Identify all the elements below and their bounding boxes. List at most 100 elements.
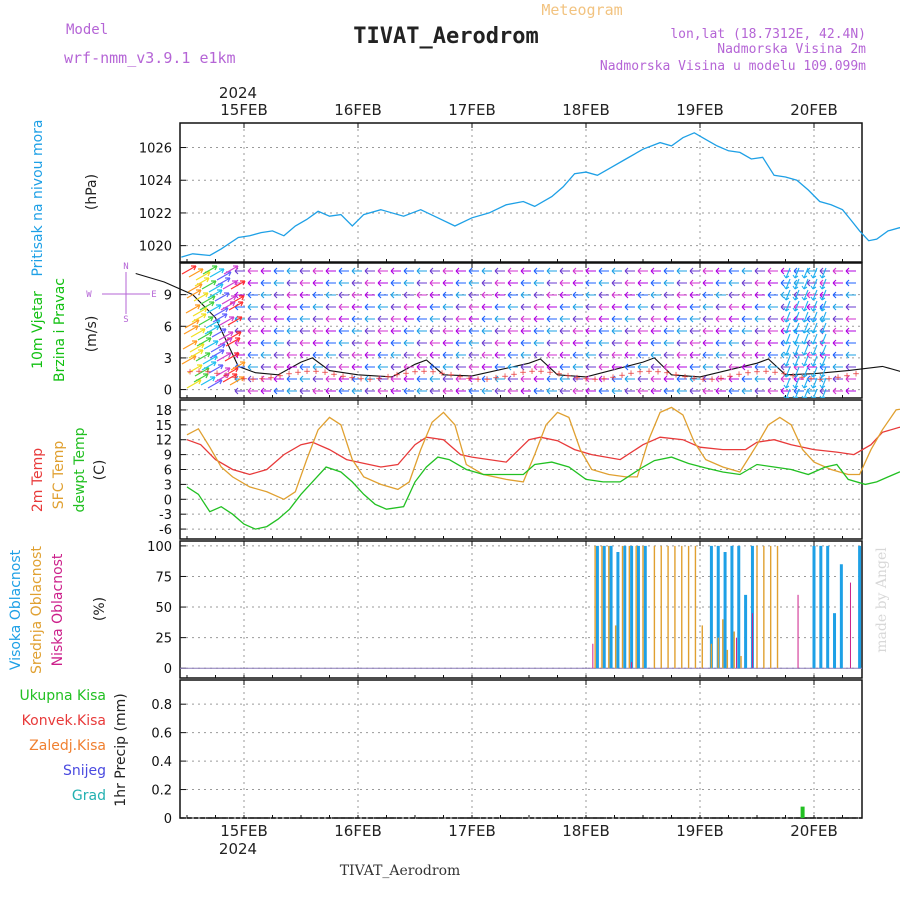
legend-grad: Grad bbox=[72, 788, 106, 804]
wind-arrow bbox=[494, 327, 505, 335]
wind-arrow bbox=[325, 279, 336, 287]
wind-arrow bbox=[338, 351, 349, 359]
wind-arrow bbox=[377, 315, 388, 323]
compass-south: S bbox=[123, 315, 128, 325]
wind-arrow bbox=[325, 387, 336, 395]
wind-arrow bbox=[559, 351, 570, 359]
wind-gust-marker: + bbox=[204, 368, 212, 378]
wind-arrow bbox=[702, 327, 713, 335]
temperature-ytick-label: 6 bbox=[164, 464, 172, 479]
wind-arrow bbox=[611, 351, 622, 359]
wind-gust-marker: + bbox=[582, 375, 590, 385]
model-value: wrf-nmm_v3.9.1 e1km bbox=[64, 49, 236, 67]
wind-arrow bbox=[792, 377, 800, 389]
wind-arrow bbox=[689, 339, 700, 347]
wind-arrow bbox=[226, 331, 242, 341]
wind-arrow bbox=[650, 291, 661, 299]
wind-arrow bbox=[689, 327, 700, 335]
wind-arrow bbox=[199, 301, 215, 311]
wind-arrow bbox=[767, 339, 778, 347]
wind-arrow bbox=[416, 303, 427, 311]
wind-gust-marker: + bbox=[762, 367, 770, 377]
wind-arrow bbox=[780, 315, 791, 323]
wind-arrow bbox=[403, 339, 414, 347]
wind-arrow bbox=[507, 387, 518, 395]
wind-arrow bbox=[754, 303, 765, 311]
compass-east: E bbox=[151, 290, 156, 300]
wind-arrow bbox=[663, 387, 674, 395]
wind-arrow bbox=[810, 278, 818, 290]
wind-title: 10m Vjetar bbox=[30, 291, 46, 369]
wind-arrow bbox=[801, 311, 809, 323]
wind-arrow bbox=[598, 279, 609, 287]
wind-arrow bbox=[442, 351, 453, 359]
wind-arrow bbox=[754, 267, 765, 275]
wind-arrow bbox=[845, 315, 856, 323]
wind-subtitle: Brzina i Pravac bbox=[52, 278, 68, 382]
wind-ytick-label: 6 bbox=[164, 320, 172, 335]
wind-arrow bbox=[611, 291, 622, 299]
top-day-label: 18FEB bbox=[562, 101, 609, 119]
wind-arrow bbox=[663, 267, 674, 275]
wind-arrow bbox=[741, 303, 752, 311]
wind-arrow bbox=[715, 291, 726, 299]
wind-arrow bbox=[533, 363, 544, 371]
station-title: TIVAT_Aerodrom bbox=[353, 24, 538, 49]
mid-cloud-title: Srednja Oblacnost bbox=[29, 546, 45, 674]
wind-arrow bbox=[546, 351, 557, 359]
top-year-label: 2024 bbox=[219, 84, 257, 102]
wind-arrow bbox=[299, 387, 310, 395]
wind-arrow bbox=[819, 333, 827, 345]
wind-arrow bbox=[507, 267, 518, 275]
wind-arrow bbox=[507, 291, 518, 299]
wind-arrow bbox=[286, 315, 297, 323]
wind-arrow bbox=[507, 327, 518, 335]
bottom-year-label: 2024 bbox=[219, 840, 257, 858]
wind-arrow bbox=[611, 303, 622, 311]
wind-arrow bbox=[819, 267, 827, 279]
wind-arrow bbox=[676, 339, 687, 347]
wind-arrow bbox=[260, 375, 271, 383]
wind-arrow bbox=[783, 344, 791, 356]
wind-arrow bbox=[793, 279, 804, 287]
wind-arrow bbox=[455, 315, 466, 323]
wind-arrow bbox=[832, 327, 843, 335]
wind-arrow bbox=[247, 339, 258, 347]
wind-arrow bbox=[325, 291, 336, 299]
wind-arrow bbox=[403, 327, 414, 335]
wind-arrow bbox=[312, 375, 323, 383]
wind-gust-marker: + bbox=[789, 371, 797, 381]
wind-arrow bbox=[572, 267, 583, 275]
wind-gust-marker: + bbox=[474, 375, 482, 385]
wind-arrow bbox=[801, 300, 809, 312]
wind-arrow bbox=[390, 351, 401, 359]
wind-arrow bbox=[364, 303, 375, 311]
wind-arrow bbox=[663, 375, 674, 383]
wind-arrow bbox=[546, 279, 557, 287]
wind-arrow bbox=[520, 279, 531, 287]
wind-arrow bbox=[247, 267, 258, 275]
panel-cloud: 0 25 50 75 100 bbox=[147, 540, 863, 679]
precip-ytick-label: 0 bbox=[164, 812, 172, 827]
wind-arrow bbox=[364, 267, 375, 275]
wind-arrow bbox=[209, 268, 225, 278]
wind-arrow bbox=[783, 289, 791, 301]
wind-arrow bbox=[312, 387, 323, 395]
wind-gust-marker: + bbox=[591, 375, 599, 385]
wind-arrow bbox=[689, 303, 700, 311]
wind-arrow bbox=[585, 315, 596, 323]
wind-arrow bbox=[845, 279, 856, 287]
wind-arrow bbox=[325, 351, 336, 359]
wind-arrow bbox=[455, 291, 466, 299]
wind-arrow bbox=[780, 291, 791, 299]
wind-arrow bbox=[188, 349, 204, 359]
wind-arrow bbox=[533, 279, 544, 287]
wind-arrow bbox=[429, 363, 440, 371]
wind-arrow bbox=[780, 303, 791, 311]
wind-arrow bbox=[507, 339, 518, 347]
wind-gust-marker: + bbox=[573, 373, 581, 383]
wind-arrow bbox=[533, 351, 544, 359]
wind-arrow bbox=[559, 387, 570, 395]
wind-arrow bbox=[832, 291, 843, 299]
wind-arrow bbox=[767, 375, 778, 383]
